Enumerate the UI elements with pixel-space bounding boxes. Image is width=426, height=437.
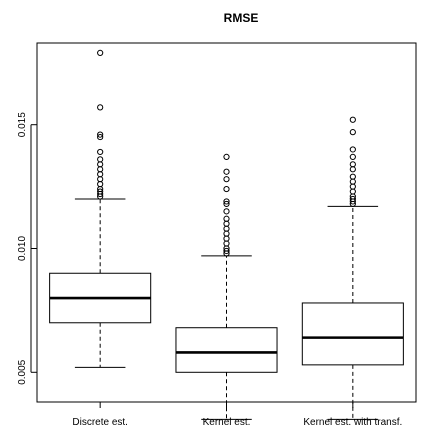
outlier-point bbox=[349, 188, 356, 195]
outlier-point bbox=[223, 208, 230, 215]
box-rect bbox=[301, 302, 404, 366]
outlier-point bbox=[223, 176, 230, 183]
outlier-point bbox=[97, 133, 104, 141]
box-1 bbox=[49, 49, 152, 368]
outlier-point bbox=[223, 225, 230, 232]
outlier-point bbox=[223, 200, 230, 208]
outlier-point bbox=[97, 161, 104, 168]
outlier-point bbox=[223, 220, 230, 227]
outlier-point bbox=[349, 173, 356, 180]
outlier-point bbox=[223, 198, 230, 205]
y-tick-label: 0.010 bbox=[17, 236, 28, 261]
box-rect bbox=[175, 327, 278, 373]
outlier-point bbox=[97, 181, 104, 188]
outlier-point bbox=[349, 146, 356, 153]
outlier-point bbox=[349, 195, 356, 203]
outlier-point bbox=[349, 161, 356, 168]
x-category-label: Kernel est. bbox=[203, 417, 251, 428]
outlier-point bbox=[223, 240, 230, 247]
x-category-label: Kernel est. with transf. bbox=[303, 417, 402, 428]
outlier-point bbox=[349, 116, 356, 123]
outlier-point bbox=[223, 168, 230, 175]
box-2 bbox=[175, 153, 278, 420]
y-tick-label: 0.005 bbox=[17, 359, 28, 384]
outlier-point bbox=[349, 178, 356, 185]
outlier-point bbox=[97, 104, 104, 111]
outlier-point bbox=[97, 188, 104, 195]
outlier-point bbox=[349, 183, 356, 190]
outlier-point bbox=[223, 235, 230, 242]
outlier-point bbox=[349, 166, 356, 173]
outlier-point bbox=[97, 166, 104, 173]
x-category-label: Discrete est. bbox=[72, 417, 128, 428]
outlier-point bbox=[97, 49, 104, 57]
outlier-point bbox=[223, 247, 230, 255]
chart-title: RMSE bbox=[224, 11, 259, 25]
outlier-point bbox=[97, 148, 104, 156]
outlier-point bbox=[349, 153, 356, 160]
outlier-point bbox=[97, 131, 104, 138]
y-tick-label: 0.015 bbox=[17, 112, 28, 137]
box-group bbox=[49, 49, 404, 420]
outlier-point bbox=[223, 215, 230, 222]
outlier-point bbox=[349, 129, 356, 136]
outlier-point bbox=[223, 230, 230, 237]
outlier-point bbox=[97, 156, 104, 163]
box-3 bbox=[301, 116, 404, 420]
y-axis: 0.005 0.010 0.015 bbox=[17, 112, 37, 385]
outlier-point bbox=[223, 185, 230, 193]
outlier-point bbox=[223, 153, 230, 160]
outlier-point bbox=[97, 171, 104, 178]
outlier-point bbox=[97, 176, 104, 183]
